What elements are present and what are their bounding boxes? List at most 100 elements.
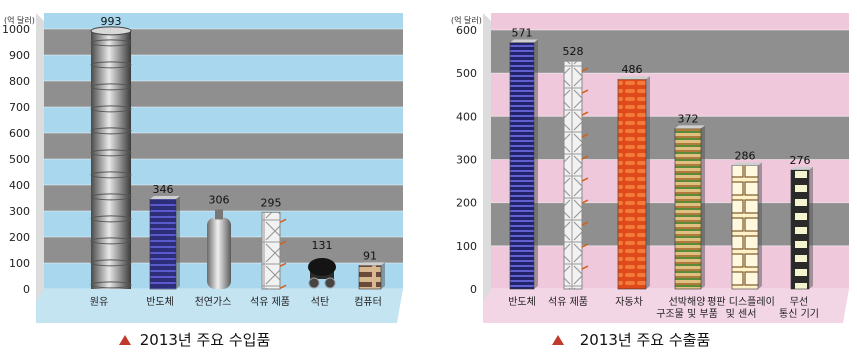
- category-label: 자동차: [615, 296, 643, 308]
- category-label: 평판 디스플레이 및 센서: [707, 296, 775, 320]
- bar-top: [618, 76, 650, 80]
- y-tick-label: 100: [9, 257, 30, 270]
- category-label: 선박해양 구조물 및 부품: [656, 295, 718, 320]
- grid-band: [491, 30, 849, 74]
- data-label: 276: [790, 154, 811, 167]
- unit-label: (억 달러): [4, 15, 35, 25]
- crate-tap: [279, 284, 287, 289]
- y-tick-label: 500: [9, 153, 30, 166]
- data-label: 993: [101, 15, 122, 28]
- bar-body: [563, 60, 583, 290]
- crate-tap: [581, 155, 589, 160]
- y-tick-label: 700: [9, 101, 30, 114]
- y-tick-label: 800: [9, 75, 30, 88]
- bar-body: [149, 198, 177, 290]
- bar-body: [91, 30, 131, 289]
- grid-band: [491, 202, 849, 246]
- bar-body: [358, 265, 382, 290]
- drum-ring: [90, 193, 132, 201]
- drum-ring: [90, 171, 132, 179]
- category-label: 원유: [90, 296, 108, 308]
- data-label: 306: [209, 193, 230, 206]
- bar-side: [646, 76, 650, 290]
- crate-tap: [581, 177, 589, 182]
- bar: [617, 76, 650, 290]
- crate-tap: [581, 243, 589, 248]
- y-tick-label: 600: [9, 127, 30, 140]
- crate-tap: [581, 199, 589, 204]
- caption-triangle-icon: [552, 335, 564, 345]
- bar-side: [809, 166, 813, 289]
- drum-ring: [90, 61, 132, 69]
- crate-tap: [279, 218, 287, 223]
- category-label: 석유 제품: [548, 296, 588, 308]
- bar-top: [732, 162, 762, 166]
- data-label: 131: [312, 239, 333, 252]
- y-tick-label: 0: [470, 283, 477, 296]
- bar: [308, 257, 336, 289]
- bar-body: [509, 42, 535, 290]
- crate-tap: [581, 111, 589, 116]
- bar-body: [207, 217, 231, 289]
- bar-body: [617, 78, 647, 290]
- cart-wheel: [308, 277, 320, 289]
- y-tick-label: 1000: [2, 23, 30, 36]
- drum-ring: [90, 215, 132, 223]
- data-label: 91: [363, 249, 377, 262]
- drum-ring: [90, 39, 132, 47]
- plot-floor: [36, 289, 403, 323]
- bar-top: [510, 39, 538, 43]
- plot-floor: [483, 289, 849, 323]
- bar-side: [701, 125, 705, 289]
- drum-ring: [90, 281, 132, 289]
- drum-ring: [90, 149, 132, 157]
- data-label: 372: [678, 112, 699, 125]
- panel-side: [483, 13, 491, 309]
- panel-side: [36, 13, 44, 309]
- bar: [149, 196, 180, 290]
- unit-label: (억 달러): [451, 15, 482, 25]
- bar: [674, 125, 705, 290]
- drum-top: [90, 26, 132, 36]
- y-tick-label: 200: [456, 197, 477, 210]
- bar: [563, 60, 589, 290]
- y-tick-label: 900: [9, 49, 30, 62]
- category-label: 천연가스: [195, 296, 232, 308]
- data-label: 571: [512, 27, 533, 40]
- drum-ring: [90, 237, 132, 245]
- crate-tap: [581, 67, 589, 72]
- export-chart: 0 100 200 300 400 500 600(억 달러) 571 528 486 372 286…: [451, 13, 849, 349]
- bar-side: [176, 196, 180, 289]
- bar: [509, 39, 538, 290]
- chart-caption: 2013년 주요 수출품: [580, 331, 711, 349]
- bar: [207, 209, 231, 289]
- coal-pile: [308, 257, 336, 276]
- drum-ring: [90, 259, 132, 267]
- bar-side: [381, 262, 385, 289]
- bar: [731, 162, 762, 290]
- bar: [790, 166, 813, 290]
- bar-top: [675, 125, 705, 129]
- y-tick-label: 200: [9, 231, 30, 244]
- crate-tap: [279, 262, 287, 267]
- grid-band: [491, 116, 849, 160]
- category-label: 석유 제품: [250, 296, 290, 308]
- y-tick-label: 0: [23, 283, 30, 296]
- bar-top: [150, 196, 180, 200]
- crate-tap: [581, 89, 589, 94]
- y-tick-label: 500: [456, 67, 477, 80]
- bar: [90, 26, 132, 289]
- data-label: 295: [261, 196, 282, 209]
- bar-body: [790, 169, 810, 290]
- y-tick-label: 300: [456, 154, 477, 167]
- data-label: 528: [563, 45, 584, 58]
- y-tick-label: 100: [456, 240, 477, 253]
- chart-caption: 2013년 주요 수입품: [140, 331, 271, 349]
- category-label: 반도체: [508, 296, 536, 308]
- crate-tap: [581, 133, 589, 138]
- bar-top: [359, 262, 385, 266]
- drum-ring: [90, 105, 132, 113]
- y-tick-label: 600: [456, 24, 477, 37]
- y-tick-label: 400: [456, 110, 477, 123]
